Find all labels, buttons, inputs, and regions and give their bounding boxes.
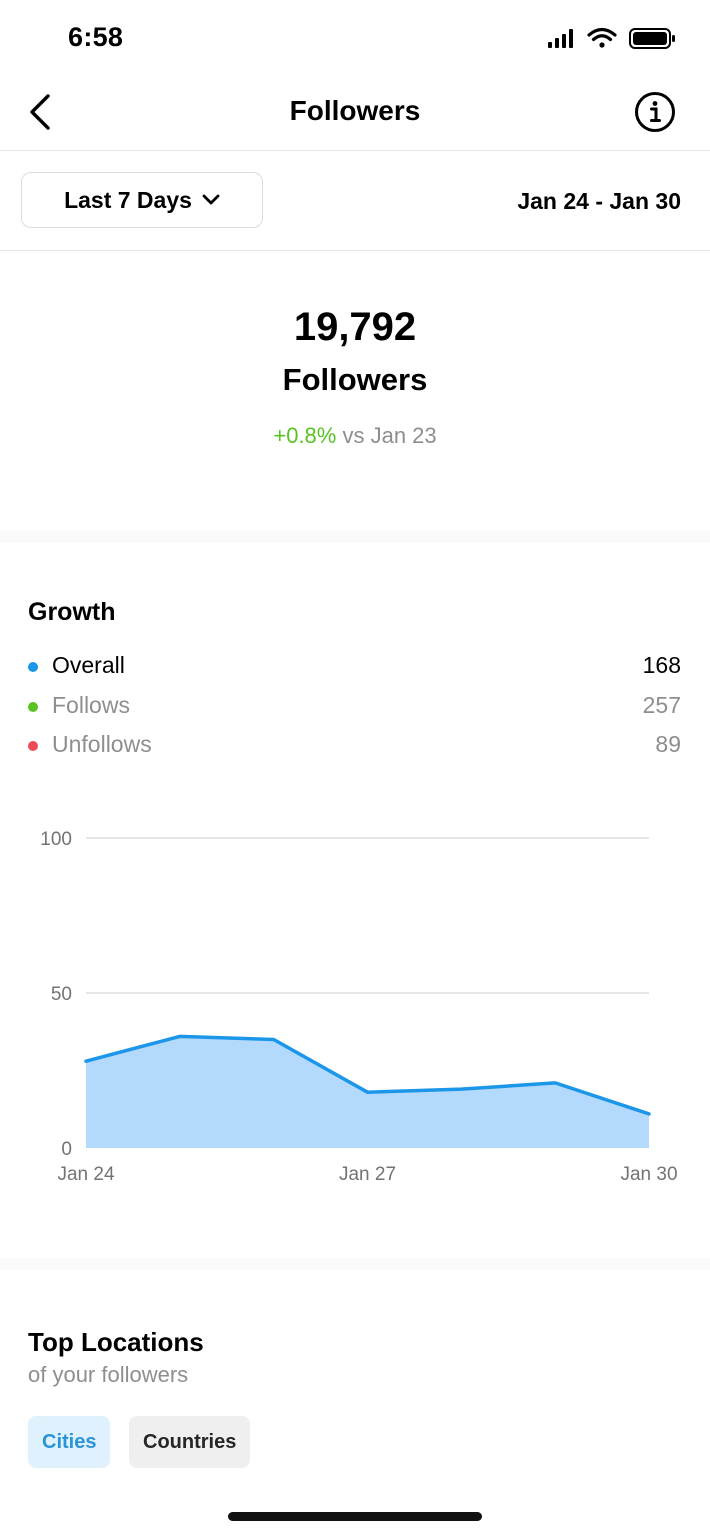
section-separator (0, 531, 710, 543)
follower-count-label: Followers (282, 362, 428, 397)
legend-value: 257 (642, 692, 681, 718)
top-locations-title: Top Locations (28, 1327, 204, 1357)
legend-value: 168 (642, 652, 681, 678)
section-separator (0, 1258, 710, 1270)
date-range-text: Jan 24 - Jan 30 (517, 188, 681, 214)
filter-divider (0, 250, 710, 251)
growth-chart: 0 50 100 Jan 24 Jan 27 Jan 30 (40, 829, 677, 1185)
header-divider (0, 150, 710, 151)
back-button[interactable] (22, 88, 62, 136)
follower-count: 19,792 (293, 305, 417, 349)
legend-label: Overall (52, 652, 125, 678)
follower-change: +0.8% vs Jan 23 (0, 423, 710, 449)
status-time: 6:58 (68, 22, 124, 52)
signal-icon (548, 29, 573, 48)
status-icons (548, 27, 675, 49)
top-locations-subtitle: of your followers (28, 1362, 189, 1387)
page-title: Followers (289, 95, 421, 126)
legend-label: Unfollows (52, 731, 152, 757)
change-percent: +0.8% (273, 423, 337, 448)
battery-icon (629, 28, 675, 49)
chevron-left-icon (30, 94, 50, 130)
legend-follows: Follows 257 (28, 692, 681, 722)
chevron-down-icon (202, 194, 220, 205)
legend-overall: Overall 168 (28, 652, 681, 682)
wifi-icon (587, 27, 617, 48)
home-indicator (228, 1512, 482, 1521)
change-comparison: vs Jan 23 (336, 423, 437, 448)
y-tick-label: 50 (51, 984, 72, 1005)
date-range-dropdown-label: Last 7 Days (64, 186, 192, 213)
legend-label: Follows (52, 692, 130, 718)
legend-dot (28, 741, 38, 751)
legend-dot (28, 662, 38, 672)
tab-countries[interactable]: Countries (129, 1416, 251, 1468)
y-tick-label: 100 (40, 829, 72, 850)
y-tick-label: 0 (61, 1139, 72, 1160)
date-range-dropdown[interactable]: Last 7 Days (21, 172, 263, 228)
tab-cities[interactable]: Cities (28, 1416, 111, 1468)
growth-title: Growth (28, 598, 116, 626)
x-tick-label: Jan 27 (339, 1164, 396, 1185)
x-tick-label: Jan 30 (620, 1164, 677, 1185)
legend-value: 89 (655, 731, 681, 757)
legend-dot (28, 702, 38, 712)
legend-unfollows: Unfollows 89 (28, 731, 681, 761)
info-button[interactable] (633, 90, 677, 134)
info-icon (635, 92, 675, 132)
x-tick-label: Jan 24 (57, 1164, 114, 1185)
